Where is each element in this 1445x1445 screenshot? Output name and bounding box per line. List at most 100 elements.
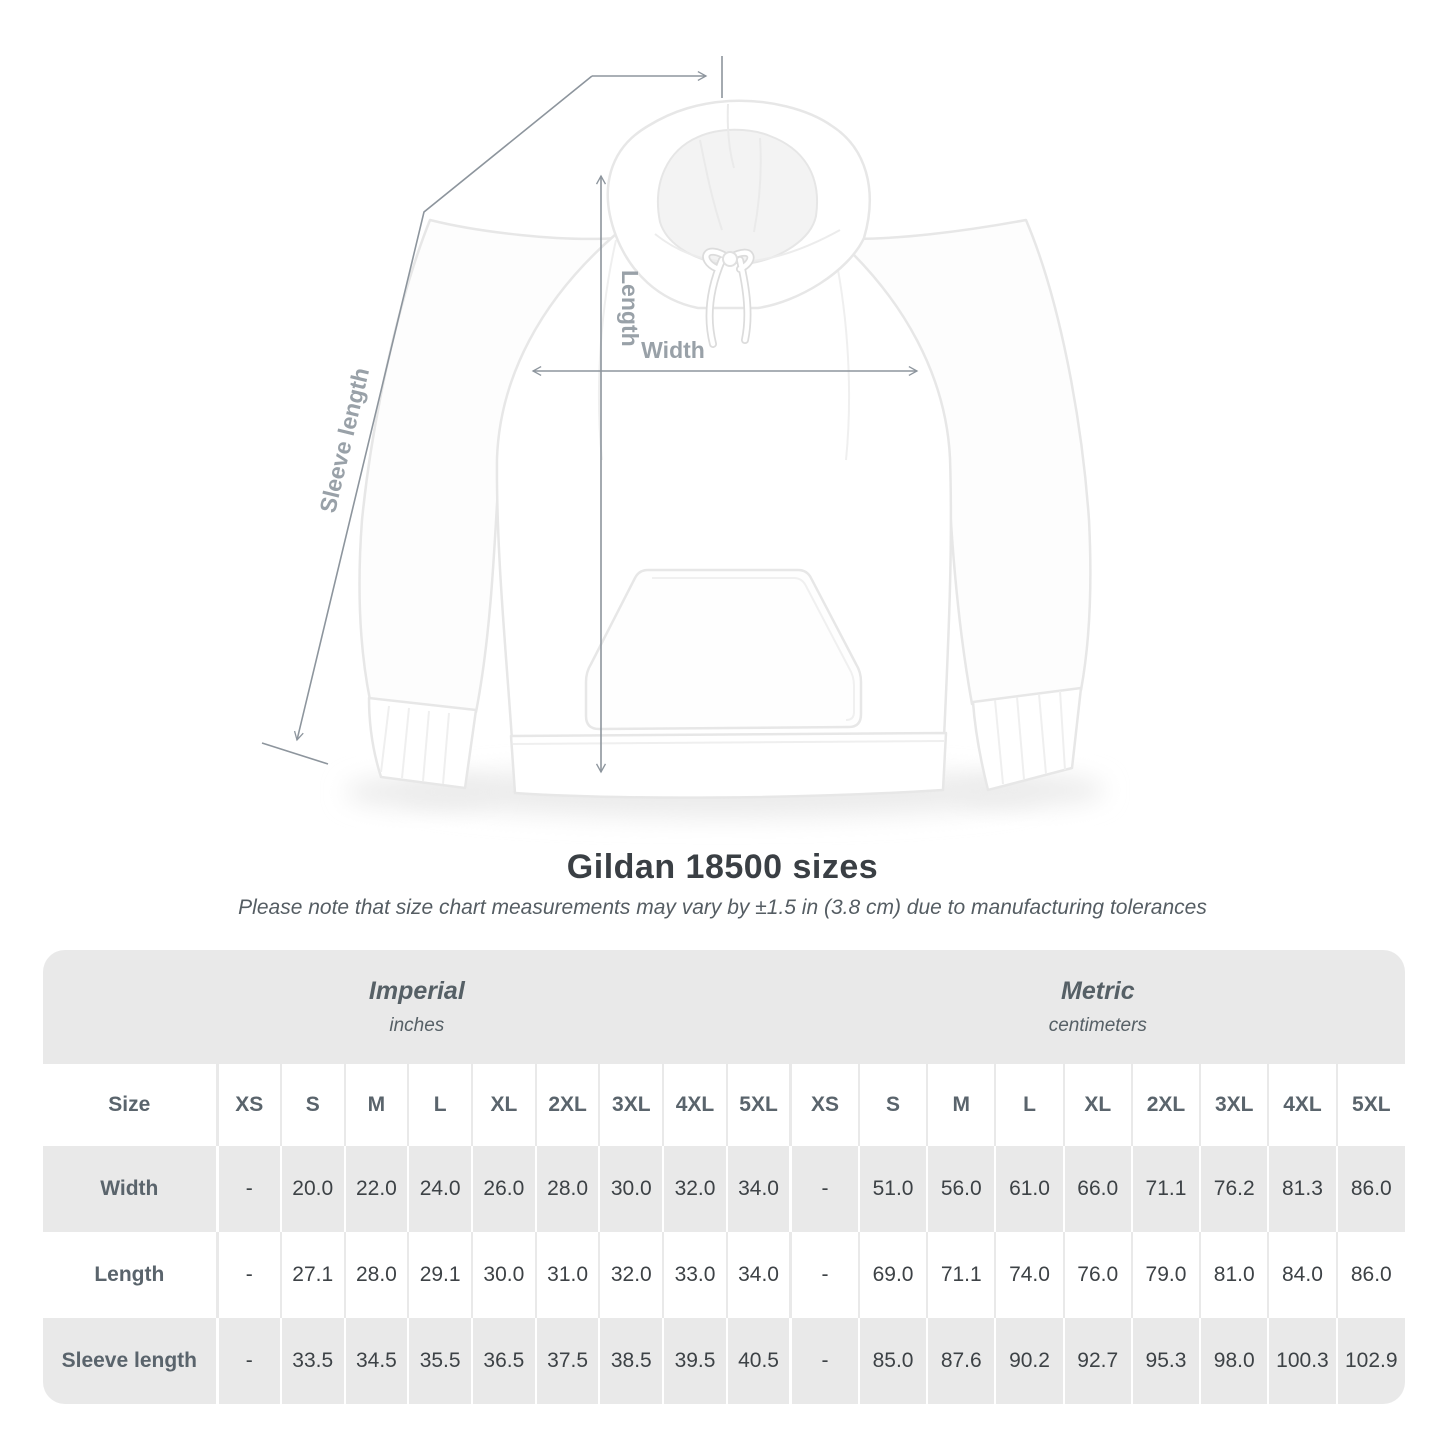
measurement-row: Sleeve length -33.5 34.5 35.5 36.5 37.5 38.5 39… [43, 1318, 1405, 1404]
size-col-imperial-m: M [343, 1064, 409, 1146]
value-cell-metric: 76.2 [1199, 1146, 1269, 1232]
value-cell-metric: 71.1 [926, 1232, 996, 1318]
value-cell-metric: 85.0 [857, 1318, 928, 1404]
value-cell-imperial: 39.5 [662, 1318, 727, 1404]
size-col-imperial-xs: XS [215, 1064, 281, 1146]
value-cell-imperial: 35.5 [407, 1318, 472, 1404]
value-cell-imperial: - [215, 1232, 281, 1318]
tolerance-note: Please note that size chart measurements… [238, 896, 1207, 919]
value-cell-imperial: 30.0 [471, 1232, 536, 1318]
hoodie-body [495, 232, 953, 742]
measurement-row-label: Width [100, 1177, 159, 1200]
size-col-imperial-s: S [279, 1064, 345, 1146]
value-cell-imperial: 34.0 [725, 1146, 791, 1232]
imperial-group-label: Imperial [368, 977, 465, 1005]
size-col-imperial-xl: XL [471, 1064, 536, 1146]
size-col-imperial-4xl: 4XL [662, 1064, 727, 1146]
value-cell-metric: 92.7 [1062, 1318, 1132, 1404]
value-cell-imperial: - [215, 1146, 281, 1232]
size-table: Imperial inches Metric centimeters Size … [43, 950, 1405, 1404]
value-cell-imperial: 32.0 [598, 1232, 664, 1318]
value-cell-metric: 98.0 [1199, 1318, 1269, 1404]
value-cell-metric: 86.0 [1335, 1146, 1405, 1232]
size-col-metric-2xl: 2XL [1130, 1064, 1201, 1146]
value-cell-imperial: 36.5 [471, 1318, 536, 1404]
value-cell-imperial: - [215, 1318, 281, 1404]
size-col-metric-m: M [926, 1064, 996, 1146]
size-col-imperial-2xl: 2XL [534, 1064, 600, 1146]
value-cell-imperial: 38.5 [598, 1318, 664, 1404]
size-col-metric-s: S [857, 1064, 928, 1146]
hoodie-illustration [358, 99, 1092, 799]
size-col-metric-5xl: 5XL [1335, 1064, 1405, 1146]
value-cell-metric: 71.1 [1130, 1146, 1201, 1232]
page-title: Gildan 18500 sizes [566, 848, 879, 886]
value-cell-imperial: 32.0 [662, 1146, 727, 1232]
value-cell-imperial: 33.5 [279, 1318, 345, 1404]
measurement-row: Length -27.1 28.0 29.1 30.0 31.0 32.0 33.0 34.0-… [43, 1232, 1405, 1318]
size-corner-header: Size [108, 1093, 151, 1116]
value-cell-metric: 102.9 [1335, 1318, 1405, 1404]
value-cell-metric: 56.0 [926, 1146, 996, 1232]
value-cell-imperial: 26.0 [471, 1146, 536, 1232]
size-col-imperial-l: L [407, 1064, 472, 1146]
value-cell-metric: 51.0 [857, 1146, 928, 1232]
value-cell-metric: - [789, 1232, 859, 1318]
width-label: Width [641, 337, 705, 363]
unit-group-header-row: Imperial inches Metric centimeters [43, 950, 1405, 1064]
value-cell-metric: 100.3 [1267, 1318, 1337, 1404]
hoodie-drawstrings [702, 247, 755, 348]
value-cell-imperial: 31.0 [534, 1232, 600, 1318]
value-cell-metric: 76.0 [1062, 1232, 1132, 1318]
value-cell-imperial: 22.0 [343, 1146, 409, 1232]
value-cell-metric: - [789, 1318, 859, 1404]
value-cell-metric: 90.2 [994, 1318, 1064, 1404]
value-cell-imperial: 34.0 [725, 1232, 791, 1318]
value-cell-imperial: 27.1 [279, 1232, 345, 1318]
value-cell-metric: 69.0 [857, 1232, 928, 1318]
imperial-group-header: Imperial inches [43, 950, 791, 1064]
size-col-imperial-5xl: 5XL [725, 1064, 791, 1146]
value-cell-imperial: 30.0 [598, 1146, 664, 1232]
hoodie-measurement-diagram: Length Width Sleeve length [261, 56, 1105, 818]
value-cell-metric: 61.0 [994, 1146, 1064, 1232]
value-cell-metric: 79.0 [1130, 1232, 1201, 1318]
value-cell-metric: 81.3 [1267, 1146, 1337, 1232]
hoodie-hood-lining [656, 128, 819, 264]
value-cell-imperial: 40.5 [725, 1318, 791, 1404]
size-col-metric-xl: XL [1062, 1064, 1132, 1146]
value-cell-imperial: 29.1 [407, 1232, 472, 1318]
measurement-row: Width -20.0 22.0 24.0 26.0 28.0 30.0 32.0 34.0-5… [43, 1146, 1405, 1232]
hoodie-right-cuff [971, 686, 1083, 792]
value-cell-imperial: 24.0 [407, 1146, 472, 1232]
size-col-metric-4xl: 4XL [1267, 1064, 1337, 1146]
value-cell-metric: 86.0 [1335, 1232, 1405, 1318]
value-cell-imperial: 33.0 [662, 1232, 727, 1318]
value-cell-metric: 74.0 [994, 1232, 1064, 1318]
value-cell-metric: 84.0 [1267, 1232, 1337, 1318]
sleeve-length-arrow [261, 56, 723, 765]
size-col-metric-xs: XS [789, 1064, 859, 1146]
value-cell-imperial: 28.0 [534, 1146, 600, 1232]
metric-group-label: Metric [1061, 977, 1135, 1005]
value-cell-imperial: 20.0 [279, 1146, 345, 1232]
size-col-imperial-3xl: 3XL [598, 1064, 664, 1146]
hoodie-hem [509, 731, 948, 799]
value-cell-metric: 87.6 [926, 1318, 996, 1404]
size-chart: Imperial inches Metric centimeters Size … [43, 950, 1405, 1404]
measurement-row-label: Sleeve length [61, 1349, 197, 1372]
measurement-row-label: Length [94, 1263, 165, 1286]
value-cell-imperial: 37.5 [534, 1318, 600, 1404]
value-cell-metric: 81.0 [1199, 1232, 1269, 1318]
value-cell-metric: - [789, 1146, 859, 1232]
length-label: Length [617, 270, 643, 347]
size-col-metric-l: L [994, 1064, 1064, 1146]
value-cell-imperial: 34.5 [343, 1318, 409, 1404]
value-cell-metric: 95.3 [1130, 1318, 1201, 1404]
hoodie-pocket [584, 568, 863, 731]
value-cell-imperial: 28.0 [343, 1232, 409, 1318]
size-header-row: Size XS S M L XL 2XL 3XL 4XL 5XL XS S M L XL 2XL 3XL 4XL… [43, 1064, 1405, 1146]
imperial-group-unit: inches [389, 1015, 445, 1036]
metric-group-unit: centimeters [1048, 1015, 1147, 1036]
